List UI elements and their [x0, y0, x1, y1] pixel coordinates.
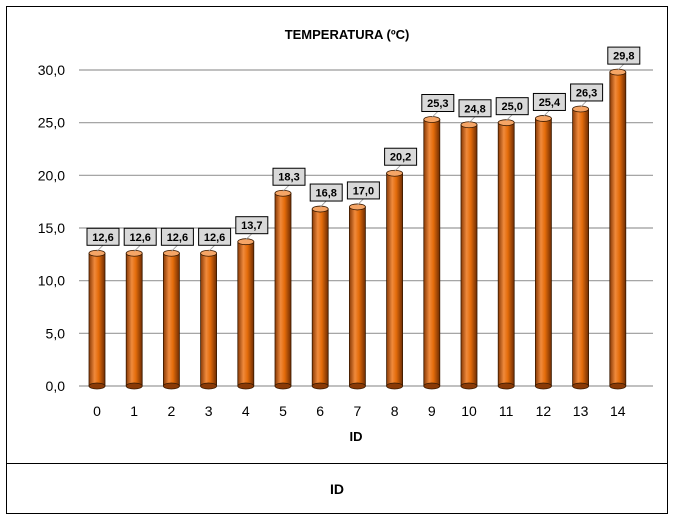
- x-tick-label: 10: [461, 403, 477, 419]
- svg-text:18,3: 18,3: [278, 172, 299, 184]
- data-label: 25,4: [532, 92, 566, 117]
- svg-text:17,0: 17,0: [353, 185, 374, 197]
- x-axis-ticks: 0 1 2 3 4 5 6 7 8 9 10 11 12 13 14: [93, 403, 626, 419]
- data-label: 29,8: [607, 46, 641, 71]
- data-label: 12,6: [198, 227, 232, 252]
- x-tick-label: 3: [205, 403, 213, 419]
- y-tick-label: 20,0: [38, 167, 65, 183]
- svg-text:12,6: 12,6: [92, 232, 113, 244]
- svg-text:12,6: 12,6: [204, 232, 225, 244]
- x-tick-label: 5: [279, 403, 287, 419]
- x-tick-label: 0: [93, 403, 101, 419]
- data-label: 12,6: [123, 227, 157, 252]
- data-label: 12,6: [160, 227, 194, 252]
- footer-label: ID: [330, 480, 344, 497]
- data-labels: 12,6 12,6 12,6 12,6 13,7 18,3 16,8 17,0 20,2 25,3…: [86, 46, 641, 252]
- data-label: 12,6: [86, 227, 120, 252]
- bar: [609, 68, 627, 390]
- data-label: 25,0: [495, 97, 529, 121]
- x-tick-label: 11: [499, 403, 514, 419]
- svg-text:29,8: 29,8: [613, 51, 634, 63]
- svg-text:25,3: 25,3: [427, 98, 448, 110]
- x-tick-label: 9: [428, 403, 436, 419]
- bars: [88, 68, 627, 390]
- data-label: 16,8: [309, 183, 343, 208]
- bar: [125, 249, 143, 390]
- bar: [200, 249, 218, 390]
- y-tick-label: 5,0: [46, 325, 66, 341]
- data-label: 20,2: [384, 147, 418, 172]
- bar: [460, 121, 478, 390]
- chart-title: TEMPERATURA (ºC): [285, 27, 410, 42]
- chart-svg: TEMPERATURA (ºC) 0,0 5,0 10,0 15,0 20,0 25,0 3…: [38, 27, 653, 444]
- svg-text:26,3: 26,3: [576, 87, 597, 99]
- svg-text:25,0: 25,0: [501, 101, 522, 113]
- bar: [348, 203, 366, 390]
- bar: [237, 238, 255, 390]
- bar: [423, 116, 441, 390]
- bar: [535, 115, 552, 390]
- bar: [88, 249, 106, 390]
- x-tick-label: 8: [391, 403, 399, 419]
- data-label: 13,7: [235, 216, 269, 240]
- x-tick-label: 13: [573, 403, 589, 419]
- svg-text:24,8: 24,8: [464, 103, 485, 115]
- x-tick-label: 14: [610, 403, 626, 419]
- bar: [162, 249, 180, 390]
- svg-text:16,8: 16,8: [315, 188, 336, 200]
- x-axis-title: ID: [350, 429, 363, 444]
- svg-text:25,4: 25,4: [539, 97, 561, 109]
- data-label: 26,3: [570, 83, 604, 108]
- bar: [386, 169, 404, 390]
- y-tick-label: 0,0: [46, 378, 66, 394]
- bar: [274, 189, 292, 390]
- x-tick-label: 2: [168, 403, 176, 419]
- x-tick-label: 7: [354, 403, 362, 419]
- x-tick-label: 4: [242, 403, 250, 419]
- x-tick-label: 12: [536, 403, 552, 419]
- data-label: 17,0: [346, 181, 380, 206]
- y-tick-label: 15,0: [38, 220, 65, 236]
- y-tick-label: 10,0: [38, 273, 65, 289]
- y-axis-ticks: 0,0 5,0 10,0 15,0 20,0 25,0 30,0: [38, 62, 65, 394]
- x-tick-label: 6: [316, 403, 324, 419]
- data-label: 25,3: [421, 94, 455, 118]
- svg-text:20,2: 20,2: [390, 152, 411, 164]
- bar: [311, 205, 329, 390]
- svg-text:12,6: 12,6: [129, 232, 150, 244]
- y-tick-label: 30,0: [38, 62, 65, 78]
- bar: [497, 119, 515, 390]
- data-label: 24,8: [458, 99, 492, 124]
- bar: [572, 105, 589, 390]
- y-tick-label: 25,0: [38, 115, 65, 131]
- svg-text:13,7: 13,7: [241, 220, 262, 232]
- svg-text:12,6: 12,6: [167, 232, 188, 244]
- footer-panel: ID: [6, 464, 668, 514]
- data-label: 18,3: [272, 167, 306, 192]
- chart-area: TEMPERATURA (ºC) 0,0 5,0 10,0 15,0 20,0 25,0 3…: [6, 6, 668, 464]
- x-tick-label: 1: [130, 403, 138, 419]
